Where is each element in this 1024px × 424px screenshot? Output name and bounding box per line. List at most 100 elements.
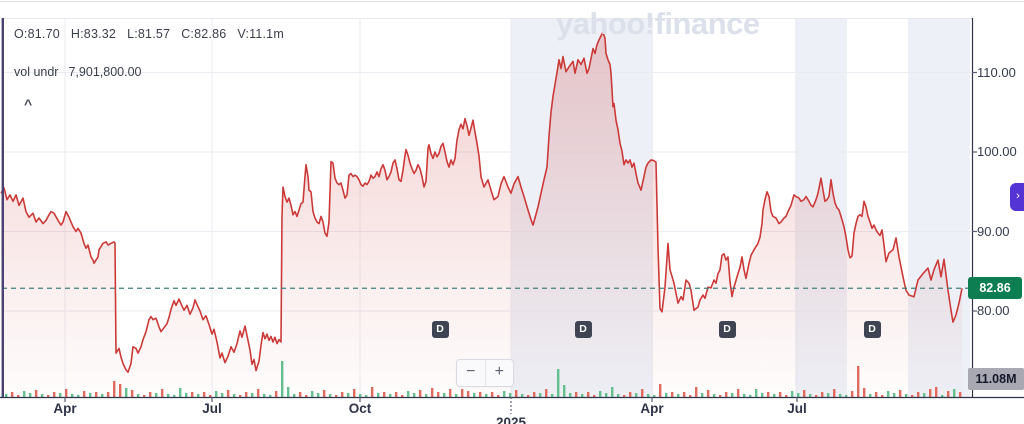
volume-indicator-label: vol undr	[14, 65, 59, 79]
volume-bar	[845, 395, 848, 397]
expand-panel-tab[interactable]: ›	[1010, 183, 1024, 211]
dividend-marker[interactable]: D	[431, 320, 449, 338]
volume-bar	[359, 394, 362, 397]
volume-bar	[17, 395, 20, 397]
volume-bar	[779, 392, 782, 397]
volume-bar	[857, 366, 860, 397]
dividend-marker[interactable]: D	[863, 320, 881, 338]
volume-bar	[617, 394, 620, 397]
volume-bar	[245, 392, 248, 397]
volume-bar	[815, 395, 818, 397]
volume-bar	[515, 390, 518, 397]
volume-bar	[785, 395, 788, 397]
volume-bar	[383, 392, 386, 397]
volume-bar	[947, 391, 950, 397]
volume-bar	[179, 388, 182, 397]
volume-bar	[329, 394, 332, 397]
volume-bar	[917, 392, 920, 397]
dividend-marker[interactable]: D	[718, 320, 736, 338]
volume-bar	[11, 392, 14, 397]
volume-bar	[503, 391, 506, 397]
volume-bar	[419, 390, 422, 397]
price-line	[0, 31, 963, 374]
volume-bar	[611, 387, 614, 397]
volume-bar	[767, 392, 770, 397]
volume-bar	[317, 393, 320, 397]
volume-bar	[719, 395, 722, 397]
volume-bar	[5, 394, 8, 397]
volume-bar	[239, 395, 242, 397]
volume-bar	[407, 391, 410, 397]
volume-bar	[281, 361, 284, 397]
volume-bar	[533, 392, 536, 397]
volume-bar	[629, 392, 632, 397]
legend-collapse-icon[interactable]: ^	[24, 96, 33, 112]
volume-bar	[671, 392, 674, 397]
time-axis-label: Apr	[640, 401, 664, 416]
volume-bar	[197, 394, 200, 397]
volume-bar	[893, 393, 896, 397]
volume-bar	[275, 391, 278, 397]
volume-bar	[899, 390, 902, 397]
zoom-out-button[interactable]: −	[457, 360, 486, 386]
volume-bar	[389, 394, 392, 397]
volume-bar	[569, 393, 572, 397]
volume-bar	[641, 389, 644, 397]
volume-bar	[149, 392, 152, 397]
volume-bar	[743, 394, 746, 397]
ohlc-legend[interactable]: O:81.70 H:83.32 L:81.57 C:82.86 V:11.1m	[14, 27, 295, 41]
price-axis-label: 90.00	[977, 223, 1010, 239]
volume-bar	[797, 393, 800, 397]
volume-bar	[83, 391, 86, 397]
volume-bar	[287, 387, 290, 397]
zoom-in-button[interactable]: +	[494, 363, 504, 380]
volume-bar	[833, 389, 836, 397]
volume-bar	[377, 393, 380, 397]
volume-bar	[461, 389, 464, 397]
volume-bar	[605, 393, 608, 397]
zoom-controls: − +	[456, 359, 514, 387]
volume-bar	[539, 393, 542, 397]
high-value: H:83.32	[70, 27, 117, 41]
volume-bar	[905, 394, 908, 397]
volume-bar	[725, 392, 728, 397]
volume-bar	[593, 395, 596, 397]
volume-bar	[635, 393, 638, 397]
price-axis-label: 100.00	[977, 144, 1017, 159]
volume-bar	[587, 392, 590, 397]
price-area-fill	[1, 32, 962, 397]
volume-bar	[107, 392, 110, 397]
volume-bar	[701, 393, 704, 397]
volume-bar	[821, 392, 824, 397]
price-axis-label: 80.00	[977, 303, 1010, 318]
volume-bar	[263, 394, 266, 397]
volume-bar	[869, 394, 872, 397]
volume-bar	[689, 395, 692, 397]
volume-bar	[851, 391, 854, 397]
time-axis-label: 2025	[495, 415, 527, 424]
volume-bar	[623, 395, 626, 397]
volume-bar	[557, 369, 560, 397]
volume-bar	[887, 391, 890, 397]
volume-bar	[341, 392, 344, 397]
open-value: O:81.70	[14, 27, 60, 41]
volume-bar	[809, 394, 812, 397]
low-value: L:81.57	[127, 27, 171, 41]
volume-bar	[545, 389, 548, 397]
volume-bar	[737, 389, 740, 397]
volume-bar	[665, 393, 668, 397]
volume-bar	[125, 388, 128, 397]
price-axis-label: 110.00	[977, 64, 1016, 80]
time-axis-label: Jul	[202, 401, 222, 416]
volume-bar	[257, 389, 260, 397]
volume-bar	[599, 391, 602, 397]
volume-indicator-legend[interactable]: vol undr 7,901,800.00	[14, 65, 141, 79]
dividend-marker[interactable]: D	[574, 320, 592, 338]
volume-bar	[791, 391, 794, 397]
volume-bar	[47, 395, 50, 397]
volume-bar	[551, 394, 554, 397]
time-axis-label: Apr	[53, 401, 77, 416]
volume-bar	[161, 389, 164, 397]
volume-bar	[371, 387, 374, 397]
